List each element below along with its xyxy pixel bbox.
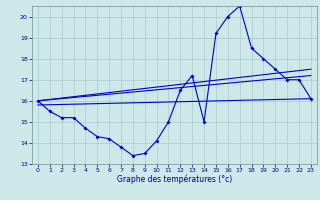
X-axis label: Graphe des températures (°c): Graphe des températures (°c)	[117, 175, 232, 184]
